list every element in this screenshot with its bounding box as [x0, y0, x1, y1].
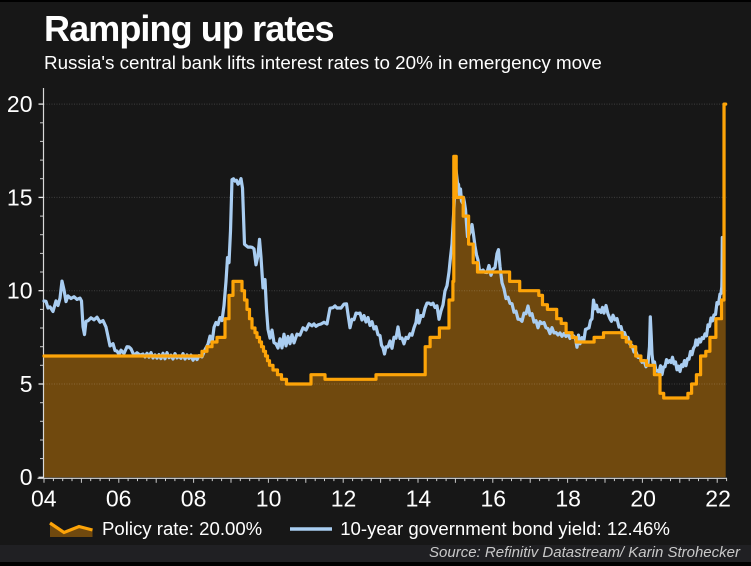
svg-text:08: 08: [181, 486, 207, 512]
svg-text:06: 06: [106, 486, 132, 512]
svg-text:16: 16: [481, 486, 507, 512]
svg-text:18: 18: [555, 486, 581, 512]
svg-text:0: 0: [20, 464, 33, 490]
svg-text:22: 22: [705, 486, 731, 512]
svg-text:10: 10: [7, 278, 33, 304]
svg-text:20: 20: [7, 91, 33, 117]
svg-text:04: 04: [31, 486, 57, 512]
svg-text:5: 5: [20, 371, 33, 397]
svg-text:14: 14: [406, 486, 432, 512]
svg-text:10: 10: [256, 486, 282, 512]
svg-text:12: 12: [331, 486, 357, 512]
svg-text:15: 15: [7, 184, 33, 210]
svg-text:20: 20: [630, 486, 656, 512]
